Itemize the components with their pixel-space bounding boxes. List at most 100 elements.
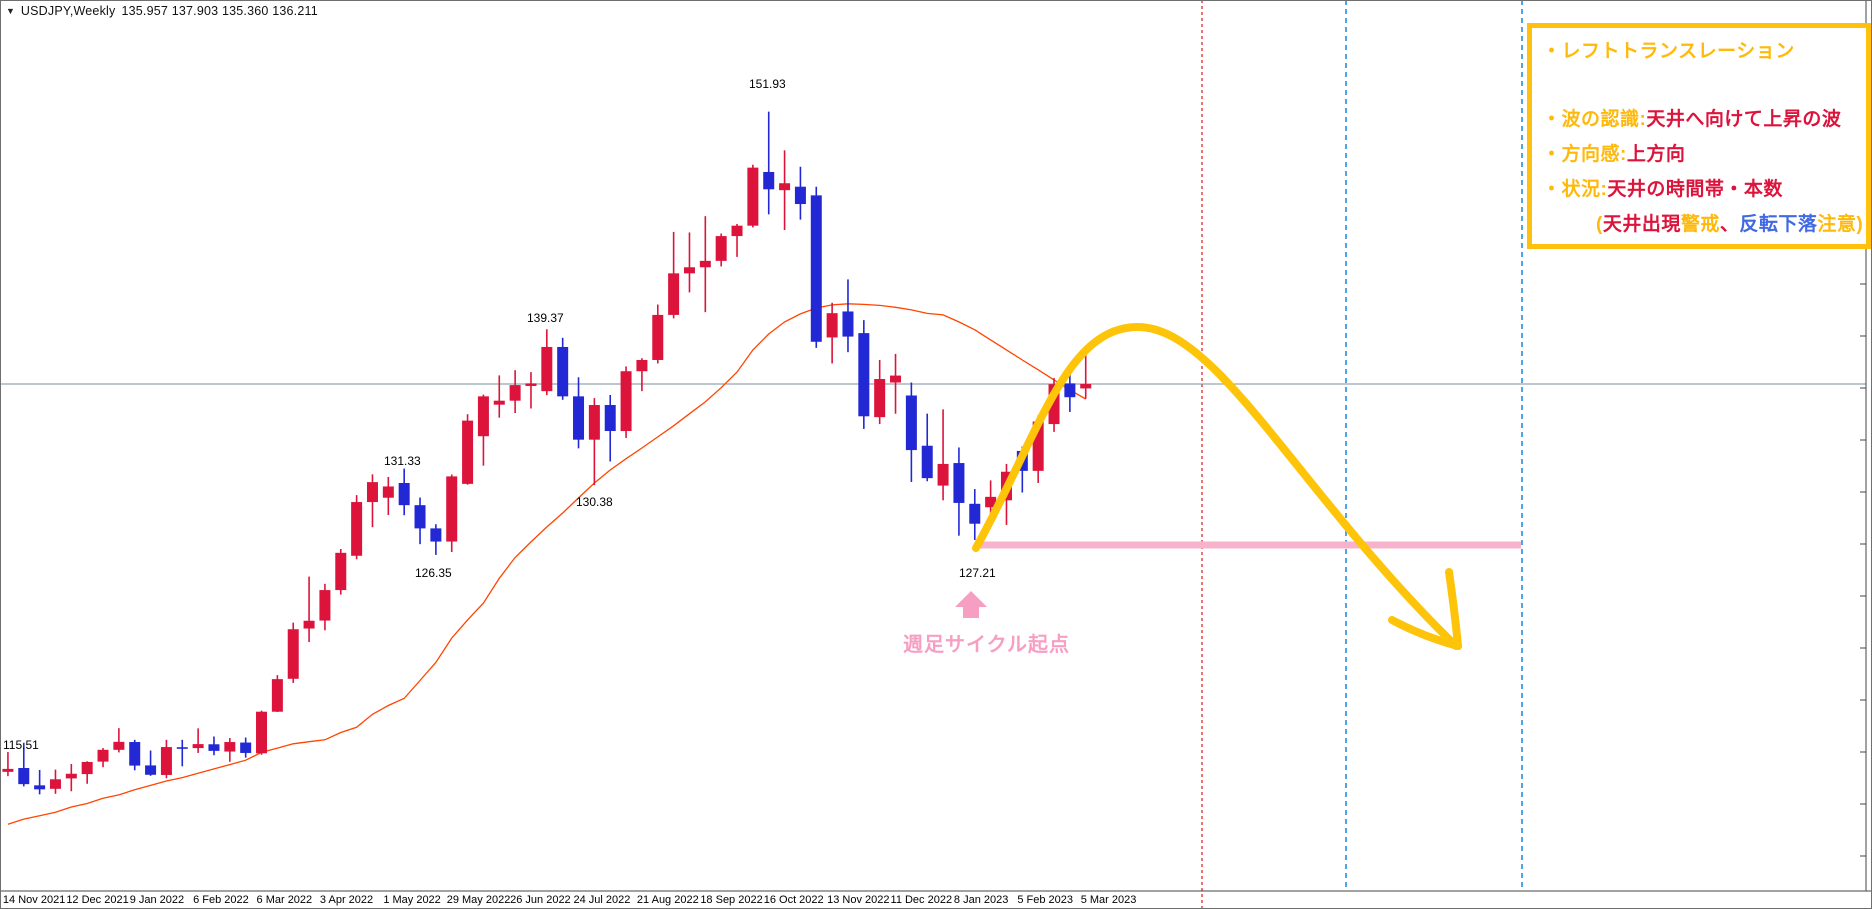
candle-body	[240, 742, 252, 753]
note-line-situation: ・状況:天井の時間帯・本数	[1542, 174, 1783, 201]
candle-body	[351, 502, 363, 556]
candle-body	[588, 405, 600, 440]
candle-15-Jan-2023	[969, 489, 981, 540]
candle-body	[319, 590, 331, 621]
candle-9-Oct-2022	[747, 164, 759, 228]
candle-21-Aug-2022	[636, 358, 648, 392]
candle-body	[49, 779, 61, 789]
date-axis-label: 1 May 2022	[383, 894, 441, 906]
candle-body	[905, 395, 917, 451]
analysis-note-box[interactable]: ・レフトトランスレーション ・波の認識:天井へ向けて上昇の波 ・方向感:上方向 …	[1527, 23, 1871, 249]
candle-25-Sep-2022	[715, 233, 727, 267]
candle-27-Feb-2022	[240, 737, 252, 758]
candle-31-Jul-2022	[588, 398, 600, 486]
candle-body	[826, 313, 838, 338]
note-line-wave: ・波の認識:天井へ向けて上昇の波	[1542, 104, 1841, 131]
candle-body	[414, 505, 426, 529]
candle-body	[430, 528, 442, 542]
candle-body	[810, 195, 822, 342]
candle-1-Jan-2023	[937, 409, 949, 501]
candle-16-Jan-2022	[145, 750, 157, 776]
candle-body	[160, 747, 172, 775]
candle-body	[842, 311, 854, 337]
price-label: 127.21	[959, 566, 996, 580]
symbol-dropdown-icon[interactable]: ▼	[6, 6, 15, 16]
date-axis-label: 8 Jan 2023	[953, 894, 1009, 906]
candle-30-Jan-2022	[176, 739, 188, 767]
candle-body	[303, 620, 315, 629]
note-label: ・状況:	[1542, 179, 1608, 200]
candle-5-Mar-2023	[1080, 354, 1092, 399]
candle-body	[366, 482, 378, 503]
candle-21-Nov-2021	[18, 742, 30, 787]
candle-body	[208, 744, 220, 751]
candle-body	[874, 379, 886, 418]
candle-body	[287, 629, 299, 679]
candle-8-May-2022	[398, 468, 410, 516]
candle-23-Jan-2022	[160, 739, 172, 779]
candle-3-Apr-2022	[319, 583, 331, 631]
candle-body	[747, 167, 759, 226]
projection-arrowhead-barb	[1445, 568, 1462, 650]
candle-13-Mar-2022	[271, 675, 283, 713]
candle-body	[1032, 421, 1044, 471]
note-label: ・方向感:	[1542, 144, 1627, 165]
note-value: 天井へ向けて上昇の波	[1646, 109, 1842, 130]
candle-body	[129, 742, 141, 766]
candle-body	[763, 171, 775, 190]
price-label: 131.33	[384, 454, 421, 468]
price-label: 130.38	[576, 495, 613, 509]
projection-arrowhead-barb	[1388, 616, 1462, 650]
candle-body	[382, 486, 394, 498]
date-axis-label: 12 Dec 2021	[66, 894, 129, 906]
candle-20-Feb-2022	[224, 738, 236, 762]
candle-body	[541, 346, 553, 392]
candle-10-Apr-2022	[335, 549, 347, 595]
candle-2-Oct-2022	[731, 223, 743, 257]
candle-body	[731, 225, 743, 237]
ohlc-values: 135.957 137.903 135.360 136.211	[121, 4, 318, 18]
note-line-direction: ・方向感:上方向	[1542, 139, 1685, 166]
candle-20-Mar-2022	[287, 622, 299, 683]
candle-body	[937, 463, 949, 486]
candle-5-Jun-2022	[462, 414, 474, 485]
note-line-warning: (天井出現警戒、反転下落注意)	[1596, 209, 1863, 236]
candle-body	[525, 383, 537, 386]
candle-body	[953, 463, 965, 503]
candle-18-Sep-2022	[699, 216, 711, 313]
note-label: ・波の認識:	[1542, 109, 1647, 130]
cycle-start-label[interactable]: 週足サイクル起点	[903, 634, 1070, 656]
cycle-start-up-arrow-icon[interactable]	[955, 591, 987, 618]
candle-27-Mar-2022	[303, 576, 315, 643]
candle-26-Feb-2023	[1064, 372, 1076, 412]
candle-24-Jul-2022	[573, 377, 585, 449]
candle-1-May-2022	[382, 476, 394, 516]
candle-body	[34, 785, 46, 790]
candle-28-Aug-2022	[652, 304, 664, 364]
candle-body	[573, 396, 585, 440]
note-value: 天井の時間帯・本数	[1607, 179, 1783, 200]
candle-19-Jun-2022	[493, 375, 505, 418]
candle-20-Nov-2022	[842, 279, 854, 353]
candle-body	[985, 496, 997, 508]
candle-4-Dec-2022	[874, 359, 886, 425]
candle-15-May-2022	[414, 497, 426, 545]
date-axis-label: 16 Oct 2022	[763, 894, 824, 906]
candle-body	[1048, 384, 1060, 425]
note-top-appear: 天井出現	[1602, 214, 1681, 235]
projection-curve[interactable]	[972, 322, 1460, 650]
candle-body	[1064, 383, 1076, 398]
candle-5-Dec-2021	[49, 769, 61, 794]
note-value: 上方向	[1626, 144, 1686, 165]
candle-3-Jul-2022	[525, 372, 537, 409]
date-axis-label: 5 Feb 2023	[1017, 894, 1073, 906]
symbol-timeframe-title: USDJPY,Weekly	[20, 4, 116, 18]
candle-11-Sep-2022	[683, 232, 695, 293]
candle-body	[256, 711, 268, 754]
date-axis-label: 13 Nov 2022	[827, 894, 890, 906]
candle-9-Jan-2022	[129, 739, 141, 771]
date-axis-label: 18 Sep 2022	[700, 894, 763, 906]
candle-body	[890, 375, 902, 383]
candle-body	[509, 385, 521, 401]
